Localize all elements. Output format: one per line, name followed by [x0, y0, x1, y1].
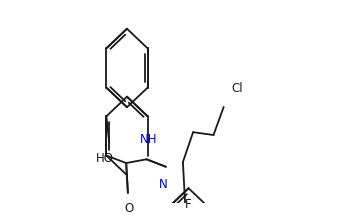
Text: O: O — [124, 202, 134, 215]
Text: Cl: Cl — [231, 82, 243, 95]
Text: HO: HO — [96, 152, 114, 165]
Text: F: F — [185, 198, 192, 211]
Text: N: N — [159, 178, 168, 191]
Text: NH: NH — [140, 133, 157, 146]
